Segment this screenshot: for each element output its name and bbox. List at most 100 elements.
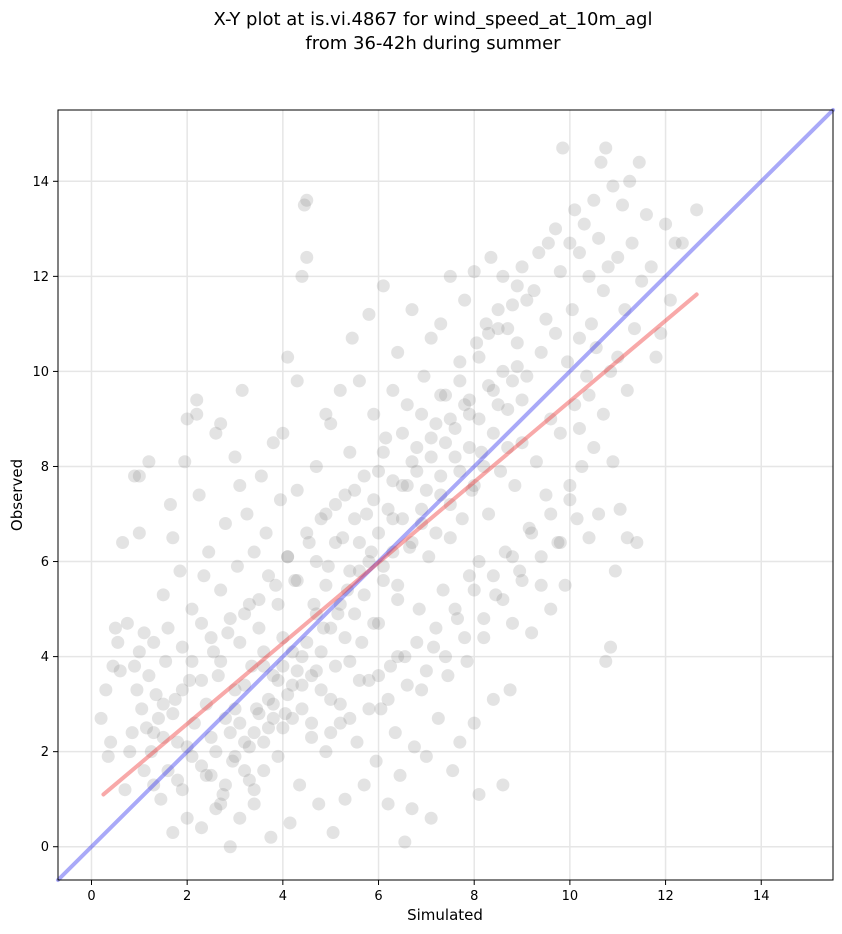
data-point — [173, 564, 187, 578]
data-point — [604, 364, 618, 378]
data-point — [618, 303, 632, 317]
data-point — [140, 721, 154, 735]
data-point — [448, 421, 462, 435]
data-point — [415, 683, 429, 697]
data-point — [393, 768, 407, 782]
y-tick-label: 12 — [32, 270, 49, 285]
data-point — [183, 673, 197, 687]
data-point — [261, 721, 275, 735]
data-point — [458, 293, 472, 307]
data-point — [328, 536, 342, 550]
data-point — [376, 559, 390, 573]
data-point — [362, 673, 376, 687]
data-point — [362, 307, 376, 321]
data-point — [572, 331, 586, 345]
data-point — [285, 711, 299, 725]
data-point — [166, 531, 180, 545]
data-point — [269, 578, 283, 592]
data-point — [281, 350, 295, 364]
data-point — [185, 749, 199, 763]
data-point — [659, 217, 673, 231]
data-point — [453, 374, 467, 388]
data-point — [429, 621, 443, 635]
data-point — [233, 635, 247, 649]
data-point — [321, 559, 335, 573]
data-point — [290, 664, 304, 678]
data-point — [180, 412, 194, 426]
data-point — [305, 716, 319, 730]
data-point — [247, 797, 261, 811]
data-point — [407, 740, 421, 754]
data-point — [338, 488, 352, 502]
data-point — [405, 303, 419, 317]
data-point — [99, 683, 113, 697]
data-point — [175, 640, 189, 654]
data-point — [429, 526, 443, 540]
data-point — [587, 440, 601, 454]
data-point — [206, 645, 220, 659]
data-point — [541, 236, 555, 250]
data-point — [599, 654, 613, 668]
data-point — [364, 545, 378, 559]
data-point — [357, 469, 371, 483]
data-point — [544, 412, 558, 426]
data-point — [238, 735, 252, 749]
data-point — [491, 322, 505, 336]
data-point — [398, 650, 412, 664]
data-point — [343, 445, 357, 459]
data-point — [132, 526, 146, 540]
data-point — [324, 692, 338, 706]
data-point — [357, 778, 371, 792]
data-point — [309, 555, 323, 569]
data-point — [505, 374, 519, 388]
data-point — [211, 669, 225, 683]
data-point — [137, 626, 151, 640]
data-point — [180, 811, 194, 825]
data-point — [302, 536, 316, 550]
data-point — [448, 450, 462, 464]
data-point — [448, 602, 462, 616]
data-point — [343, 654, 357, 668]
data-point — [233, 478, 247, 492]
data-point — [395, 426, 409, 440]
data-point — [386, 474, 400, 488]
data-point — [572, 421, 586, 435]
data-point — [328, 498, 342, 512]
data-point — [690, 203, 704, 217]
data-point — [522, 521, 536, 535]
data-point — [381, 797, 395, 811]
data-point — [132, 645, 146, 659]
data-point — [446, 764, 460, 778]
data-point — [154, 792, 168, 806]
data-point — [515, 260, 529, 274]
data-point — [582, 388, 596, 402]
data-point — [120, 616, 134, 630]
data-point — [175, 683, 189, 697]
data-point — [348, 512, 362, 526]
data-point — [180, 740, 194, 754]
data-point — [486, 426, 500, 440]
data-point — [427, 640, 441, 654]
data-point — [312, 797, 326, 811]
data-point — [300, 250, 314, 264]
data-point — [553, 265, 567, 279]
data-point — [462, 407, 476, 421]
data-point — [565, 303, 579, 317]
x-tick-label: 0 — [87, 889, 95, 904]
data-point — [336, 531, 350, 545]
data-point — [228, 450, 242, 464]
data-point — [575, 459, 589, 473]
data-point — [395, 478, 409, 492]
data-point — [477, 631, 491, 645]
data-point — [525, 526, 539, 540]
grid — [58, 110, 833, 880]
data-point — [400, 678, 414, 692]
data-point — [467, 265, 481, 279]
data-point — [348, 483, 362, 497]
data-point — [388, 726, 402, 740]
data-point — [462, 440, 476, 454]
data-point — [317, 621, 331, 635]
data-point — [410, 635, 424, 649]
data-point — [250, 702, 264, 716]
